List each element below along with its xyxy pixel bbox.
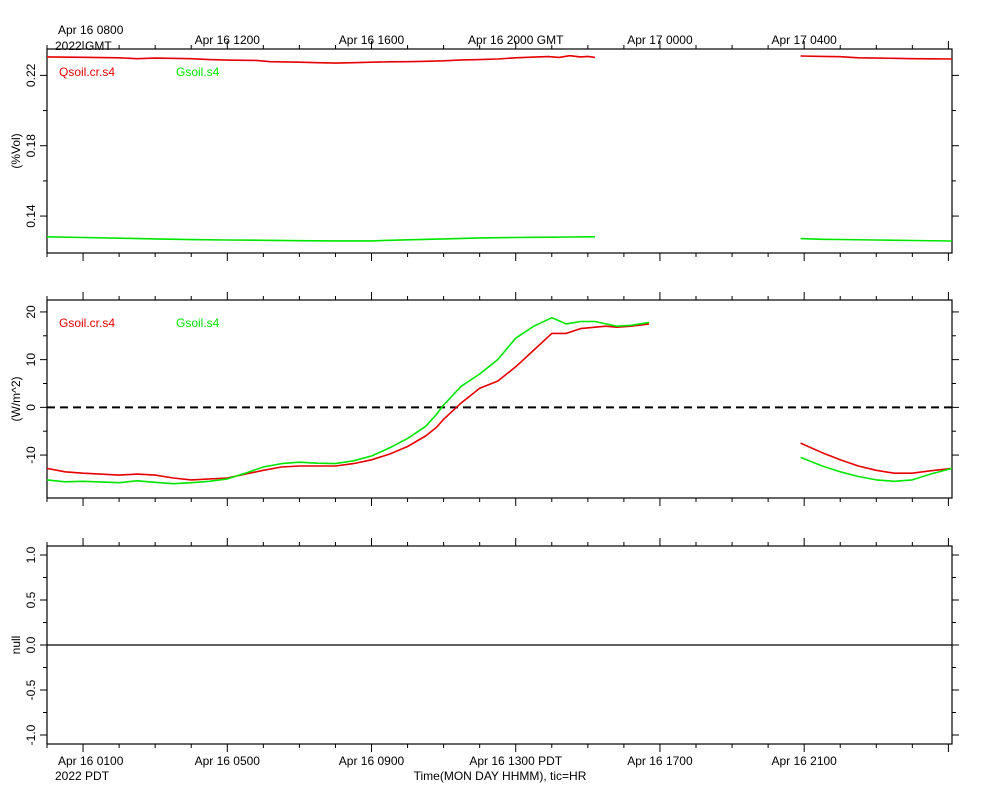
chart-marks: Apr 16 1200 Apr 16 1600 Apr 16 2000 GMT Apr… — [9, 33, 959, 768]
x-axis-title: Time(MON DAY HHMM), tic=HR — [414, 769, 587, 783]
top-axis-tick-label: Apr 16 1200 — [195, 33, 261, 47]
series-line-Qsoil.cr.s4 — [800, 55, 953, 60]
y-tick-label: -10 — [24, 446, 38, 464]
legend-entry-Gsoil.s4: Gsoil.s4 — [176, 65, 220, 79]
series-line-Qsoil.cr.s4 — [46, 54, 596, 64]
y-tick-label: -0.5 — [24, 679, 38, 700]
y-tick-label: 0.5 — [24, 591, 38, 608]
series-line-Gsoil.s4 — [46, 316, 650, 485]
y-tick-label: 0.18 — [24, 134, 38, 158]
legend-entry-Qsoil.cr.s4: Qsoil.cr.s4 — [59, 65, 115, 79]
y-tick-label: 0 — [24, 404, 38, 411]
y-tick-label: 10 — [24, 353, 38, 367]
y-tick-label: 0.22 — [24, 63, 38, 87]
bottom-axis-tick-label: Apr 16 0500 — [195, 754, 261, 768]
series-line-Gsoil.s4 — [800, 456, 953, 483]
y-tick-label: 1.0 — [24, 546, 38, 563]
bottom-axis-tick-label: Apr 16 2100 — [771, 754, 837, 768]
legend-entry-Gsoil.s4: Gsoil.s4 — [176, 316, 220, 330]
series-line-Gsoil.cr.s4 — [800, 442, 953, 475]
bottom-axis-tick-label: Apr 16 1300 PDT — [469, 754, 562, 768]
y-axis-label: (%Vol) — [9, 133, 23, 168]
top-axis-tick-label: Apr 16 1600 — [339, 33, 405, 47]
bottom-axis-tick-label: Apr 16 0900 — [339, 754, 405, 768]
y-axis-label: null — [9, 636, 23, 655]
bottom-axis-first-label-line2: 2022 PDT — [55, 769, 110, 783]
top-axis-tick-label: Apr 17 0000 — [627, 33, 693, 47]
top-axis-tick-label: Apr 17 0400 — [771, 33, 837, 47]
top-axis-first-label-line2: 2022 GMT — [55, 39, 112, 53]
y-tick-label: 0.0 — [24, 636, 38, 653]
panel-frame — [46, 299, 953, 499]
bottom-axis-first-label-line1: Apr 16 0100 — [58, 754, 124, 768]
panel-frame — [46, 48, 953, 254]
y-tick-label: 20 — [24, 305, 38, 319]
y-tick-label: 0.14 — [24, 204, 38, 228]
legend-entry-Gsoil.cr.s4: Gsoil.cr.s4 — [59, 316, 115, 330]
series-line-Gsoil.cr.s4 — [46, 323, 650, 481]
bottom-axis-tick-label: Apr 16 1700 — [627, 754, 693, 768]
y-axis-label: (W/m^2) — [9, 377, 23, 422]
series-line-Gsoil.s4 — [46, 236, 595, 242]
top-axis-tick-label: Apr 16 2000 GMT — [468, 33, 564, 47]
top-axis-first-label-line1: Apr 16 0800 — [58, 23, 124, 37]
y-tick-label: -1.0 — [24, 724, 38, 745]
series-line-Gsoil.s4 — [800, 237, 953, 242]
